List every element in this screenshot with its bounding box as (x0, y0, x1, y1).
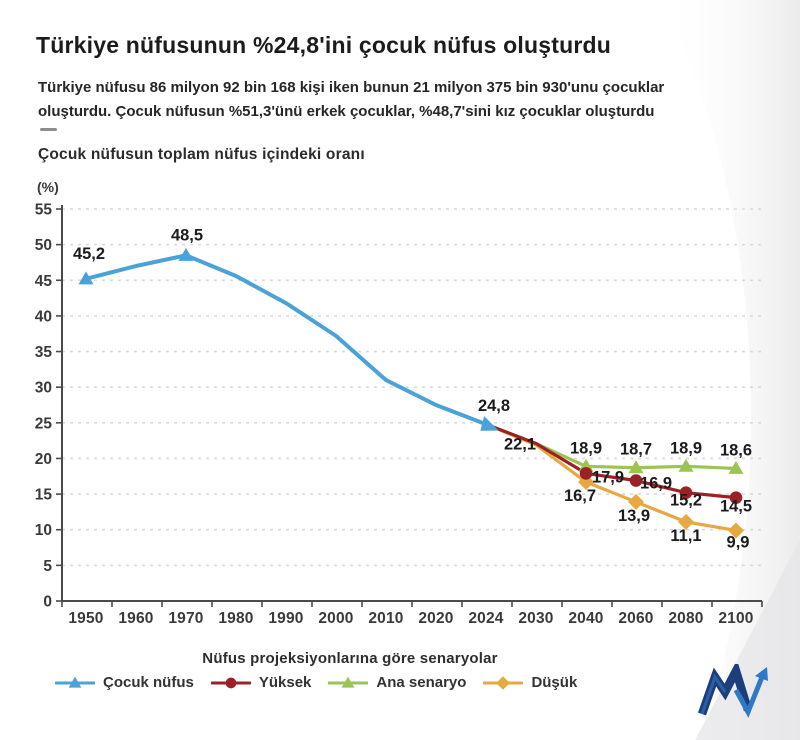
y-tick-label-25: 25 (35, 415, 53, 432)
logo-arrowhead-icon (755, 667, 768, 681)
chart-title: Çocuk nüfusun toplam nüfus içindeki oran… (38, 146, 365, 163)
y-tick-label-5: 5 (43, 558, 52, 575)
series-line-yuksek (484, 422, 738, 500)
data-label-yuksek-2030: 22,1 (504, 435, 536, 453)
data-label-ana-senaryo-2100: 18,6 (720, 441, 752, 459)
x-axis-title: Nüfus projeksiyonlarına göre senaryolar (202, 650, 498, 667)
x-tick-label-2080: 2080 (668, 610, 703, 627)
legend-marker-ana-senaryo (328, 676, 369, 688)
x-tick-label-2020: 2020 (418, 610, 453, 627)
logo-m-highlight-icon (700, 673, 727, 715)
x-tick-label-2060: 2060 (618, 610, 653, 627)
y-tick-label-45: 45 (35, 273, 53, 290)
y-tick-label-50: 50 (35, 237, 52, 254)
data-label-yuksek-2100: 14,5 (720, 498, 752, 516)
subtitle-line-1: Türkiye nüfusu 86 milyon 92 bin 168 kişi… (38, 79, 665, 96)
legend-ana-senaryo-triangle-marker-icon (342, 676, 355, 688)
data-label-cocuk-nufus-2024: 24,8 (478, 397, 510, 415)
subtitle: Türkiye nüfusu 86 milyon 92 bin 168 kişi… (38, 76, 678, 124)
legend-marker-yuksek (210, 677, 251, 688)
legend-label-dusuk: Düşük (531, 674, 578, 691)
legend-item-cocuk-nufus: Çocuk nüfus (55, 674, 194, 691)
legend-item-yuksek: Yüksek (210, 674, 312, 691)
ana-senaryo-2040-triangle-marker-icon (578, 458, 594, 472)
series-line-dusuk (484, 422, 738, 533)
series-line-ana-senaryo (484, 422, 738, 471)
y-tick-label-10: 10 (35, 522, 52, 539)
chart-legend: Çocuk nüfus Yüksek Ana senaryo Düşük (55, 674, 577, 691)
swoosh-right (660, 0, 800, 740)
legend-item-ana-senaryo: Ana senaryo (328, 674, 466, 691)
y-tick-label-55: 55 (35, 202, 53, 219)
y-tick-label-30: 30 (35, 380, 52, 397)
cocuk-nufus-1970-triangle-marker-icon (178, 247, 194, 261)
y-tick-label-15: 15 (35, 487, 53, 504)
yuksek-2100-circle-marker-icon (729, 491, 743, 504)
ana-senaryo-2080-triangle-marker-icon (678, 458, 694, 472)
legend-marker-dusuk (483, 675, 524, 690)
data-label-yuksek-2060: 16,9 (640, 475, 672, 493)
yuksek-2040-circle-marker-icon (579, 467, 593, 480)
cocuk-nufus-1950-triangle-marker-icon (78, 271, 94, 285)
legend-item-dusuk: Düşük (483, 674, 577, 691)
y-tick-label-35: 35 (35, 344, 53, 361)
data-label-yuksek-2040: 17,9 (592, 468, 624, 486)
y-tick-label-20: 20 (35, 451, 52, 468)
legend-yuksek-circle-marker-icon (225, 677, 237, 688)
legend-label-yuksek: Yüksek (258, 674, 312, 691)
x-tick-label-2010: 2010 (368, 610, 403, 627)
y-axis-unit-label: (%) (37, 179, 59, 195)
dusuk-2100-diamond-marker-icon (728, 522, 744, 539)
x-tick-label-1970: 1970 (168, 610, 203, 627)
legend-marker-cocuk-nufus (55, 676, 95, 688)
data-label-cocuk-nufus-1950: 45,2 (73, 245, 105, 263)
x-tick-label-2100: 2100 (718, 610, 753, 627)
subtitle-line-2: oluşturdu. Çocuk nüfusun %51,3'ünü erkek… (38, 103, 655, 120)
legend-dusuk-diamond-marker-icon (496, 675, 511, 690)
data-label-ana-senaryo-2060: 18,7 (620, 441, 652, 459)
mv-logo (698, 664, 768, 718)
x-tick-label-1960: 1960 (118, 610, 153, 627)
ana-senaryo-2100-triangle-marker-icon (728, 460, 744, 474)
data-label-dusuk-2100: 9,9 (727, 533, 750, 551)
data-label-cocuk-nufus-1970: 48,5 (171, 226, 203, 244)
data-label-dusuk-2060: 13,9 (618, 507, 650, 525)
ana-senaryo-2060-triangle-marker-icon (628, 460, 644, 474)
x-tick-label-1980: 1980 (218, 610, 253, 627)
legend-label-ana-senaryo: Ana senaryo (376, 674, 467, 691)
x-tick-label-1990: 1990 (268, 610, 303, 627)
page-title: Türkiye nüfusunun %24,8'ini çocuk nüfus … (36, 32, 611, 58)
data-label-ana-senaryo-2080: 18,9 (670, 439, 702, 457)
x-tick-label-2024: 2024 (468, 610, 503, 627)
cocuk-nufus-2024-arrow-marker-icon (480, 416, 499, 431)
series-line-cocuk-nufus (84, 253, 488, 427)
dusuk-2060-diamond-marker-icon (628, 493, 644, 510)
dusuk-2080-diamond-marker-icon (678, 513, 694, 530)
logo-arrow-line-icon (733, 676, 765, 718)
y-tick-label-0: 0 (43, 594, 52, 611)
data-label-dusuk-2040: 16,7 (564, 487, 596, 505)
yuksek-2060-circle-marker-icon (629, 474, 643, 487)
x-tick-label-2030: 2030 (518, 610, 553, 627)
data-label-yuksek-2080: 15,2 (670, 492, 702, 510)
data-label-dusuk-2080: 11,1 (670, 527, 701, 545)
x-tick-label-1950: 1950 (68, 610, 103, 627)
data-label-ana-senaryo-2040: 18,9 (570, 439, 602, 457)
x-tick-label-2040: 2040 (568, 610, 603, 627)
dusuk-2040-diamond-marker-icon (578, 473, 594, 490)
y-tick-label-40: 40 (35, 308, 52, 325)
divider-dash (40, 128, 57, 131)
yuksek-2080-circle-marker-icon (679, 486, 693, 499)
legend-cocuk-nufus-triangle-marker-icon (68, 676, 82, 688)
x-tick-label-2000: 2000 (318, 610, 353, 627)
legend-label-cocuk-nufus: Çocuk nüfus (103, 674, 194, 691)
